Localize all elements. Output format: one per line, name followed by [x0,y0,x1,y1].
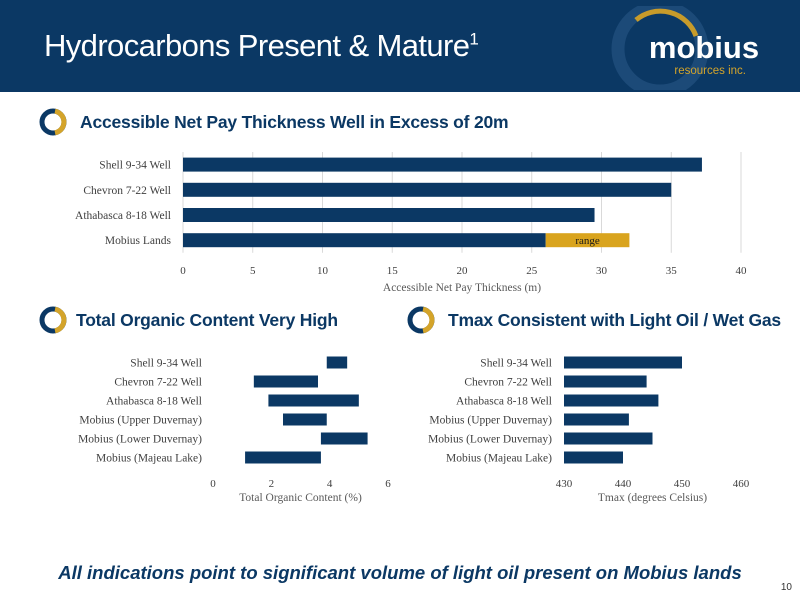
header-banner: Hydrocarbons Present & Mature1 mobius re… [0,0,800,92]
tick-label: 5 [250,265,256,277]
tick-label: 460 [733,478,750,490]
logo-wordmark: mobius [649,30,759,65]
range-label: range [575,235,600,247]
section-tmax-heading: Tmax Consistent with Light Oil / Wet Gas [406,306,781,334]
section-title: Total Organic Content Very High [76,309,338,330]
company-logo: mobius resources inc. [611,6,759,90]
tick-label: 6 [385,478,391,490]
category-label: Mobius Lands [105,235,172,247]
logo-subtitle: resources inc. [674,65,746,77]
page-number: 10 [780,582,792,593]
category-label: Mobius (Majeau Lake) [96,453,202,465]
page-title-text: Hydrocarbons Present & Mature [44,28,470,63]
bar [268,394,359,407]
logo-ring-icon [611,6,709,90]
bar [253,375,318,388]
bar [326,356,348,369]
axis-title: Total Organic Content (%) [239,492,362,504]
category-label: Athabasca 8-18 Well [106,396,202,408]
bar [183,157,702,172]
tick-label: 10 [317,265,329,277]
category-label: Mobius (Upper Duvernay) [429,415,552,427]
tick-label: 0 [180,265,186,277]
category-label: Chevron 7-22 Well [464,377,552,389]
tick-label: 430 [556,478,573,490]
logo-arc-icon [634,8,699,37]
category-label: Mobius (Lower Duvernay) [78,434,202,446]
range-bar [545,233,630,248]
bar [564,451,623,464]
ring-logo-icon [39,306,67,334]
ring-logo-icon [39,108,67,136]
bar [564,394,659,407]
ring-logo-icon [407,306,435,334]
axis-title: Accessible Net Pay Thickness (m) [383,282,541,294]
page-title: Hydrocarbons Present & Mature1 [44,28,479,64]
tick-label: 2 [269,478,275,490]
category-label: Athabasca 8-18 Well [456,396,552,408]
bar [183,233,546,248]
bar [183,182,672,197]
bar [564,432,653,445]
section-title: Accessible Net Pay Thickness Well in Exc… [80,111,509,132]
tick-label: 40 [736,265,748,277]
category-label: Mobius (Lower Duvernay) [428,434,552,446]
category-label: Shell 9-34 Well [99,160,171,172]
tick-label: 15 [387,265,399,277]
category-label: Shell 9-34 Well [480,358,552,370]
bar [320,432,368,445]
tick-label: 20 [457,265,469,277]
bar [245,451,321,464]
page-title-footnote: 1 [469,29,479,49]
bar [564,356,682,369]
category-label: Athabasca 8-18 Well [75,210,171,222]
tick-label: 440 [615,478,632,490]
category-label: Shell 9-34 Well [130,358,202,370]
bar [564,375,647,388]
tick-label: 35 [666,265,678,277]
section-toc-heading: Total Organic Content Very High [38,306,338,334]
section-title: Tmax Consistent with Light Oil / Wet Gas [448,309,781,330]
tick-label: 0 [210,478,216,490]
tick-label: 25 [526,265,538,277]
axis-title: Tmax (degrees Celsius) [598,492,707,504]
bar [183,208,595,222]
tick-label: 450 [674,478,691,490]
bar [564,413,629,426]
category-label: Chevron 7-22 Well [83,185,171,197]
category-label: Mobius (Upper Duvernay) [79,415,202,427]
bar [283,413,327,426]
footer-statement: All indications point to significant vol… [58,562,742,583]
section-net-pay-heading: Accessible Net Pay Thickness Well in Exc… [38,108,509,136]
category-label: Chevron 7-22 Well [114,377,202,389]
category-label: Mobius (Majeau Lake) [446,453,552,465]
tick-label: 30 [596,265,608,277]
tick-label: 4 [327,478,333,490]
